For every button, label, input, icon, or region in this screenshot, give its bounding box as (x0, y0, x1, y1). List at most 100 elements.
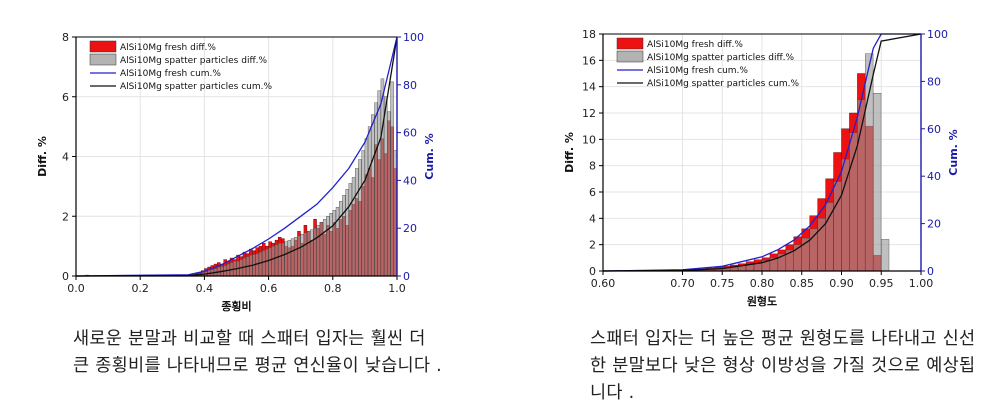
spatter-diff-bar (374, 102, 378, 277)
x-tick-label: 0.85 (790, 277, 815, 290)
spatter-diff-bar (268, 247, 272, 277)
legend-swatch (616, 37, 644, 50)
y2-tick-label: 60 (403, 127, 417, 140)
fresh-cum-line (602, 33, 921, 272)
spatter-diff-bar (351, 177, 356, 277)
x-tick-label: 0.2 (131, 282, 149, 295)
y2-tick-label: 80 (403, 79, 417, 92)
spatter-diff-bar (310, 229, 314, 277)
y-tick-label: 12 (582, 107, 596, 120)
y2-tick-label: 40 (927, 170, 941, 183)
y-tick-label: 0 (62, 270, 69, 283)
spatter-diff-bar (371, 114, 375, 277)
legend-label: AlSi10Mg spatter particles diff.% (120, 56, 268, 66)
x-tick-label: 0.6 (260, 282, 278, 295)
spatter-diff-bar (339, 201, 343, 277)
spatter-cum-line (75, 36, 398, 277)
y2-tick-label: 100 (927, 28, 948, 41)
y-tick-label: 0 (589, 265, 596, 278)
x-tick-label: 0.70 (670, 277, 695, 290)
y-tick-label: 2 (62, 210, 69, 223)
y2-tick-label: 20 (927, 218, 941, 231)
spatter-diff-bar (278, 242, 282, 277)
spatter-diff-bar (377, 90, 381, 277)
aspect-ratio-chart-panel: 0.0 0.2 0.4 0.6 0.8 1.0 0 2 4 6 8 0 20 40 60 80 100 종횡비 Di… (30, 22, 460, 322)
spatter-diff-bar (809, 228, 818, 272)
spatter-diff-bar (281, 242, 285, 277)
y2-axis-title: Cum. % (423, 133, 436, 179)
spatter-diff-bar (332, 210, 337, 277)
spatter-diff-bar (290, 238, 295, 277)
y2-tick-label: 0 (403, 270, 410, 283)
spatter-diff-bar (261, 250, 266, 277)
spatter-diff-bar (306, 230, 311, 277)
legend-label: AlSi10Mg spatter particles cum.% (120, 82, 273, 92)
spatter-diff-bar (873, 93, 882, 272)
x-tick-label: 0.4 (196, 282, 214, 295)
y-tick-label: 4 (589, 212, 596, 225)
spatter-diff-bar (364, 138, 369, 277)
legend-swatch (89, 53, 117, 66)
y-axis-title: Diff. % (36, 136, 49, 177)
spatter-diff-bar (380, 78, 385, 277)
y2-tick-label: 80 (927, 75, 941, 88)
x-axis-title: 종횡비 (221, 299, 251, 313)
spatter-diff-bar (319, 222, 324, 277)
spatter-cum-line (602, 33, 922, 272)
legend-label: AlSi10Mg fresh cum.% (120, 69, 221, 79)
spatter-diff-bar (865, 53, 874, 272)
spatter-diff-bar (833, 181, 842, 272)
caption-aspect-ratio: 새로운 분말과 비교할 때 스패터 입자는 훨씬 더 큰 종횡비를 나타내므로 … (73, 329, 443, 376)
spatter-diff-bar (817, 218, 826, 272)
y2-tick-label: 40 (403, 174, 417, 187)
aspect-ratio-chart: 0.0 0.2 0.4 0.6 0.8 1.002468020406080100종횡비Di… (36, 31, 436, 313)
y-tick-label: 4 (62, 151, 69, 164)
spatter-diff-bar (300, 233, 304, 277)
x-tick-label: 1.0 (388, 282, 406, 295)
y-tick-label: 10 (582, 133, 596, 146)
legend-label: AlSi10Mg spatter particles cum.% (647, 79, 800, 89)
x-tick-label: 0.8 (324, 282, 342, 295)
y2-tick-label: 20 (403, 222, 417, 235)
legend-label: AlSi10Mg fresh diff.% (120, 43, 216, 53)
legend-swatch (616, 50, 644, 63)
circularity-chart: 0.60 0.70 0.75 0.80 0.85 0.90 0.95 1.0002468101… (563, 28, 960, 308)
spatter-diff-bar (284, 241, 288, 277)
circularity-chart-panel: 0.60 0.70 0.75 0.80 0.85 0.90 0.95 1.00 0 2 4 6 8 10 1… (560, 22, 990, 322)
y-tick-label: 8 (62, 31, 69, 44)
spatter-diff-bar (849, 132, 858, 272)
legend-label: AlSi10Mg spatter particles diff.% (647, 53, 795, 63)
x-tick-label: 0.80 (750, 277, 775, 290)
x-tick-label: 0.60 (591, 277, 616, 290)
x-tick-label: 1.00 (909, 277, 934, 290)
y-tick-label: 8 (589, 160, 596, 173)
spatter-diff-bar (348, 183, 353, 277)
spatter-diff-bar (274, 244, 279, 277)
spatter-diff-bar (367, 126, 372, 277)
spatter-diff-bar (358, 159, 362, 277)
spatter-diff-bar (303, 232, 308, 277)
spatter-diff-bar (316, 225, 320, 277)
y-tick-label: 16 (582, 54, 596, 67)
y-tick-label: 6 (589, 186, 596, 199)
spatter-diff-bar (265, 248, 269, 277)
y2-tick-label: 0 (927, 265, 934, 278)
spatter-diff-bar (313, 227, 317, 277)
legend-label: AlSi10Mg fresh cum.% (647, 66, 748, 76)
spatter-diff-bar (335, 207, 340, 277)
spatter-diff-bar (345, 189, 349, 277)
spatter-diff-bar (297, 235, 301, 277)
spatter-diff-bar (881, 239, 890, 272)
spatter-diff-bar (390, 81, 394, 277)
spatter-diff-bar (322, 219, 327, 277)
y-axis-title: Diff. % (563, 132, 576, 173)
legend-swatch (89, 40, 117, 53)
spatter-diff-bar (383, 96, 388, 277)
x-tick-label: 0.95 (869, 277, 894, 290)
x-tick-label: 0.90 (829, 277, 854, 290)
fresh-cum-line (75, 36, 398, 277)
legend-label: AlSi10Mg fresh diff.% (647, 40, 743, 50)
x-tick-label: 0.0 (67, 282, 85, 295)
y-tick-label: 2 (589, 239, 596, 252)
x-axis-title: 원형도 (747, 294, 777, 308)
